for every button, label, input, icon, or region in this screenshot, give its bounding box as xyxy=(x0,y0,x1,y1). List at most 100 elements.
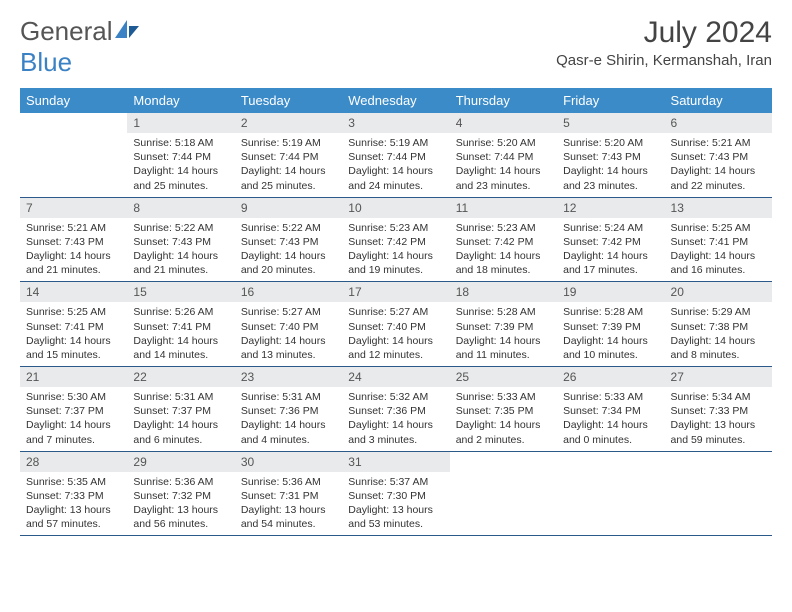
calendar-cell: 3Sunrise: 5:19 AMSunset: 7:44 PMDaylight… xyxy=(342,113,449,197)
day-info: Sunrise: 5:36 AMSunset: 7:32 PMDaylight:… xyxy=(127,472,234,536)
weekday-header: Wednesday xyxy=(342,88,449,113)
calendar-cell: 13Sunrise: 5:25 AMSunset: 7:41 PMDayligh… xyxy=(665,197,772,282)
day-number: 4 xyxy=(450,113,557,133)
day-info: Sunrise: 5:34 AMSunset: 7:33 PMDaylight:… xyxy=(665,387,772,451)
day-info: Sunrise: 5:26 AMSunset: 7:41 PMDaylight:… xyxy=(127,302,234,366)
calendar-cell xyxy=(20,113,127,197)
calendar-cell xyxy=(450,451,557,536)
calendar-cell: 17Sunrise: 5:27 AMSunset: 7:40 PMDayligh… xyxy=(342,282,449,367)
day-info: Sunrise: 5:28 AMSunset: 7:39 PMDaylight:… xyxy=(450,302,557,366)
day-info: Sunrise: 5:24 AMSunset: 7:42 PMDaylight:… xyxy=(557,218,664,282)
day-info: Sunrise: 5:22 AMSunset: 7:43 PMDaylight:… xyxy=(127,218,234,282)
day-info: Sunrise: 5:29 AMSunset: 7:38 PMDaylight:… xyxy=(665,302,772,366)
day-info: Sunrise: 5:19 AMSunset: 7:44 PMDaylight:… xyxy=(342,133,449,197)
weekday-header: Tuesday xyxy=(235,88,342,113)
month-title: July 2024 xyxy=(556,16,772,50)
calendar-cell: 31Sunrise: 5:37 AMSunset: 7:30 PMDayligh… xyxy=(342,451,449,536)
calendar-cell: 7Sunrise: 5:21 AMSunset: 7:43 PMDaylight… xyxy=(20,197,127,282)
header: General Blue July 2024 Qasr-e Shirin, Ke… xyxy=(20,16,772,78)
calendar-cell: 9Sunrise: 5:22 AMSunset: 7:43 PMDaylight… xyxy=(235,197,342,282)
day-number: 9 xyxy=(235,198,342,218)
day-number: 23 xyxy=(235,367,342,387)
day-number: 26 xyxy=(557,367,664,387)
day-number: 2 xyxy=(235,113,342,133)
day-info: Sunrise: 5:33 AMSunset: 7:35 PMDaylight:… xyxy=(450,387,557,451)
calendar-cell: 14Sunrise: 5:25 AMSunset: 7:41 PMDayligh… xyxy=(20,282,127,367)
calendar-cell: 1Sunrise: 5:18 AMSunset: 7:44 PMDaylight… xyxy=(127,113,234,197)
day-info: Sunrise: 5:31 AMSunset: 7:36 PMDaylight:… xyxy=(235,387,342,451)
day-info: Sunrise: 5:23 AMSunset: 7:42 PMDaylight:… xyxy=(450,218,557,282)
calendar-cell: 26Sunrise: 5:33 AMSunset: 7:34 PMDayligh… xyxy=(557,367,664,452)
calendar-head: SundayMondayTuesdayWednesdayThursdayFrid… xyxy=(20,88,772,113)
calendar-cell: 18Sunrise: 5:28 AMSunset: 7:39 PMDayligh… xyxy=(450,282,557,367)
calendar-cell: 12Sunrise: 5:24 AMSunset: 7:42 PMDayligh… xyxy=(557,197,664,282)
calendar-cell: 2Sunrise: 5:19 AMSunset: 7:44 PMDaylight… xyxy=(235,113,342,197)
calendar-cell: 24Sunrise: 5:32 AMSunset: 7:36 PMDayligh… xyxy=(342,367,449,452)
day-number: 24 xyxy=(342,367,449,387)
day-number: 30 xyxy=(235,452,342,472)
calendar-cell: 22Sunrise: 5:31 AMSunset: 7:37 PMDayligh… xyxy=(127,367,234,452)
day-info: Sunrise: 5:19 AMSunset: 7:44 PMDaylight:… xyxy=(235,133,342,197)
day-info: Sunrise: 5:30 AMSunset: 7:37 PMDaylight:… xyxy=(20,387,127,451)
day-info: Sunrise: 5:27 AMSunset: 7:40 PMDaylight:… xyxy=(235,302,342,366)
title-block: July 2024 Qasr-e Shirin, Kermanshah, Ira… xyxy=(556,16,772,69)
brand-logo: General Blue xyxy=(20,16,141,78)
calendar-table: SundayMondayTuesdayWednesdayThursdayFrid… xyxy=(20,88,772,536)
day-info: Sunrise: 5:21 AMSunset: 7:43 PMDaylight:… xyxy=(20,218,127,282)
day-number: 7 xyxy=(20,198,127,218)
day-number: 15 xyxy=(127,282,234,302)
day-number: 19 xyxy=(557,282,664,302)
day-number: 12 xyxy=(557,198,664,218)
day-number: 13 xyxy=(665,198,772,218)
calendar-cell: 19Sunrise: 5:28 AMSunset: 7:39 PMDayligh… xyxy=(557,282,664,367)
day-number: 18 xyxy=(450,282,557,302)
calendar-cell: 27Sunrise: 5:34 AMSunset: 7:33 PMDayligh… xyxy=(665,367,772,452)
calendar-cell: 5Sunrise: 5:20 AMSunset: 7:43 PMDaylight… xyxy=(557,113,664,197)
calendar-cell: 23Sunrise: 5:31 AMSunset: 7:36 PMDayligh… xyxy=(235,367,342,452)
day-info: Sunrise: 5:35 AMSunset: 7:33 PMDaylight:… xyxy=(20,472,127,536)
day-info: Sunrise: 5:23 AMSunset: 7:42 PMDaylight:… xyxy=(342,218,449,282)
calendar-cell xyxy=(557,451,664,536)
calendar-cell: 4Sunrise: 5:20 AMSunset: 7:44 PMDaylight… xyxy=(450,113,557,197)
calendar-cell xyxy=(665,451,772,536)
day-number: 25 xyxy=(450,367,557,387)
calendar-cell: 15Sunrise: 5:26 AMSunset: 7:41 PMDayligh… xyxy=(127,282,234,367)
calendar-cell: 30Sunrise: 5:36 AMSunset: 7:31 PMDayligh… xyxy=(235,451,342,536)
brand-part1: General xyxy=(20,16,113,46)
weekday-header: Friday xyxy=(557,88,664,113)
day-info: Sunrise: 5:27 AMSunset: 7:40 PMDaylight:… xyxy=(342,302,449,366)
brand-part2: Blue xyxy=(20,47,72,77)
day-info: Sunrise: 5:28 AMSunset: 7:39 PMDaylight:… xyxy=(557,302,664,366)
day-info: Sunrise: 5:31 AMSunset: 7:37 PMDaylight:… xyxy=(127,387,234,451)
day-number: 10 xyxy=(342,198,449,218)
day-number: 11 xyxy=(450,198,557,218)
day-number: 22 xyxy=(127,367,234,387)
day-number: 29 xyxy=(127,452,234,472)
day-number: 16 xyxy=(235,282,342,302)
calendar-cell: 21Sunrise: 5:30 AMSunset: 7:37 PMDayligh… xyxy=(20,367,127,452)
day-number: 14 xyxy=(20,282,127,302)
day-info: Sunrise: 5:18 AMSunset: 7:44 PMDaylight:… xyxy=(127,133,234,197)
day-number: 8 xyxy=(127,198,234,218)
calendar-cell: 25Sunrise: 5:33 AMSunset: 7:35 PMDayligh… xyxy=(450,367,557,452)
day-number: 1 xyxy=(127,113,234,133)
day-info: Sunrise: 5:37 AMSunset: 7:30 PMDaylight:… xyxy=(342,472,449,536)
weekday-header: Monday xyxy=(127,88,234,113)
weekday-header: Thursday xyxy=(450,88,557,113)
calendar-cell: 6Sunrise: 5:21 AMSunset: 7:43 PMDaylight… xyxy=(665,113,772,197)
calendar-cell: 20Sunrise: 5:29 AMSunset: 7:38 PMDayligh… xyxy=(665,282,772,367)
day-info: Sunrise: 5:33 AMSunset: 7:34 PMDaylight:… xyxy=(557,387,664,451)
day-number: 20 xyxy=(665,282,772,302)
day-number: 17 xyxy=(342,282,449,302)
day-number: 28 xyxy=(20,452,127,472)
calendar-cell: 29Sunrise: 5:36 AMSunset: 7:32 PMDayligh… xyxy=(127,451,234,536)
day-info: Sunrise: 5:22 AMSunset: 7:43 PMDaylight:… xyxy=(235,218,342,282)
weekday-header: Sunday xyxy=(20,88,127,113)
day-number: 27 xyxy=(665,367,772,387)
day-info: Sunrise: 5:32 AMSunset: 7:36 PMDaylight:… xyxy=(342,387,449,451)
brand-text: General Blue xyxy=(20,16,141,78)
location-text: Qasr-e Shirin, Kermanshah, Iran xyxy=(556,52,772,69)
day-info: Sunrise: 5:20 AMSunset: 7:43 PMDaylight:… xyxy=(557,133,664,197)
day-number: 5 xyxy=(557,113,664,133)
calendar-cell: 16Sunrise: 5:27 AMSunset: 7:40 PMDayligh… xyxy=(235,282,342,367)
